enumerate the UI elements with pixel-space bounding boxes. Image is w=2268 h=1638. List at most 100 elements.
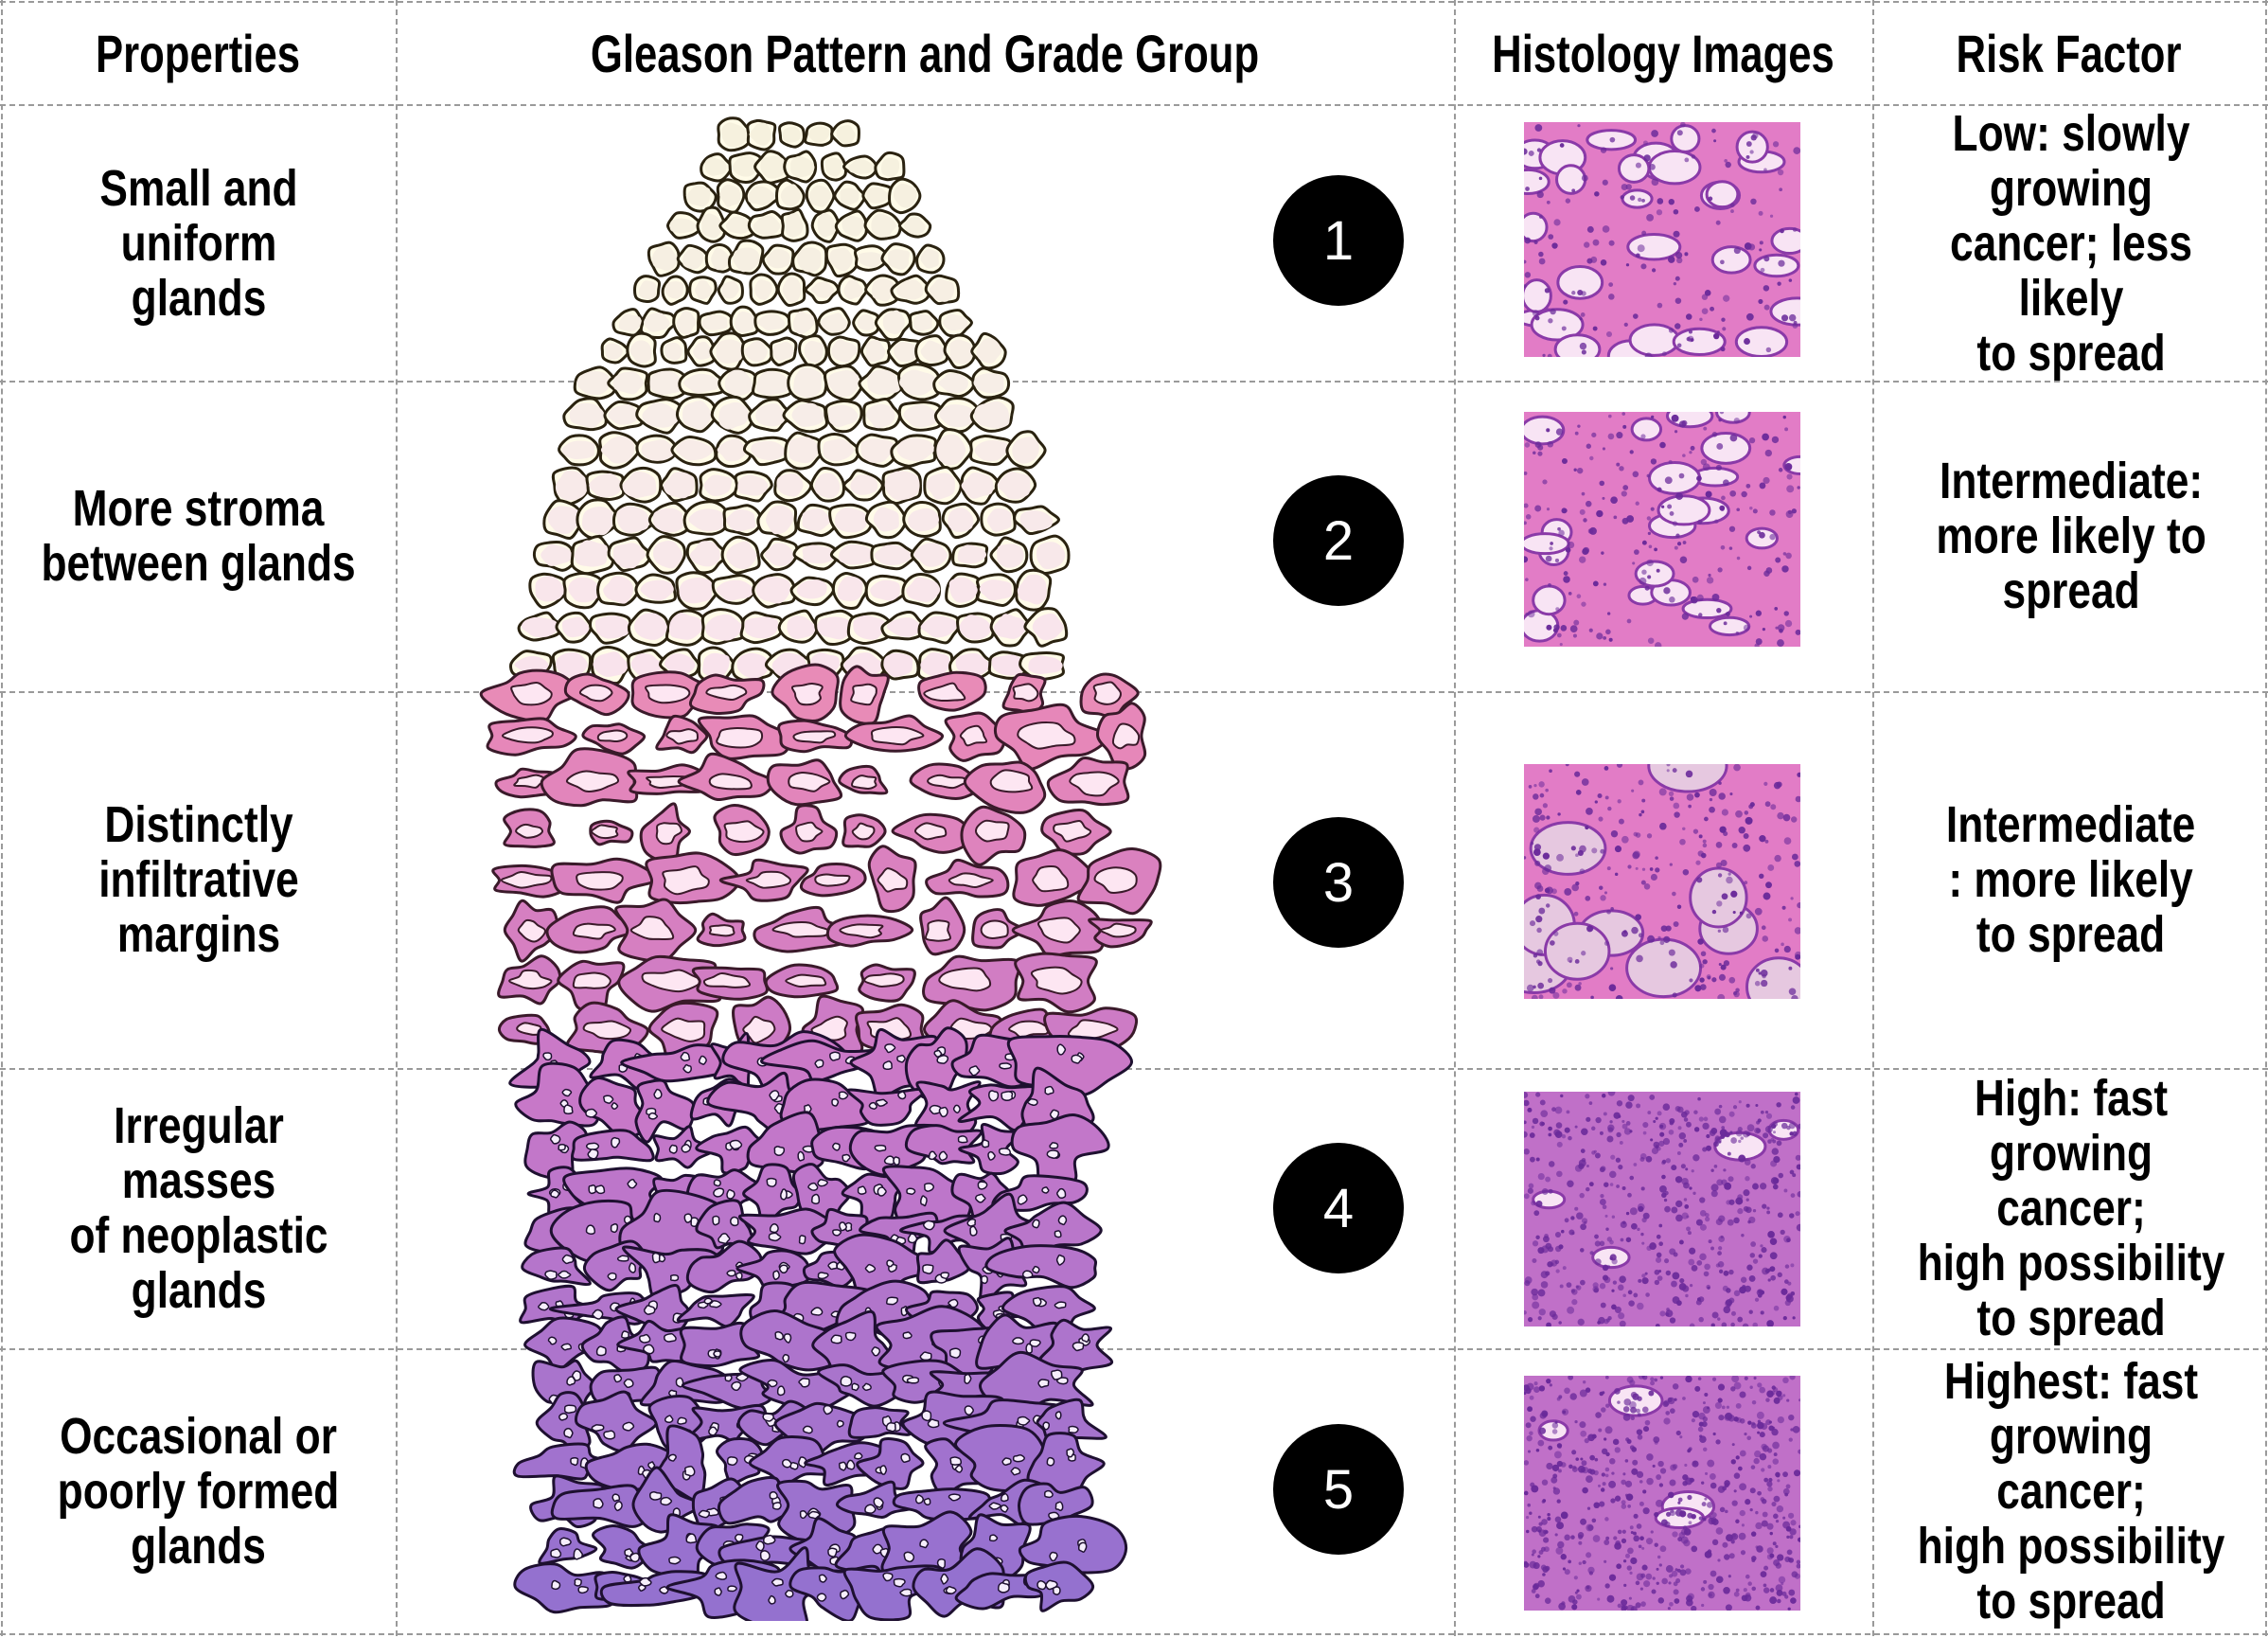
nucleus: [1622, 1406, 1630, 1413]
nucleus: [1774, 948, 1780, 953]
nucleus: [1775, 1562, 1781, 1569]
nucleus: [1656, 1252, 1662, 1258]
nucleus: [1628, 1300, 1635, 1307]
nucleus: [1650, 1377, 1655, 1381]
nucleus: [1639, 577, 1647, 585]
gland-lumen: [1648, 460, 1702, 495]
property-row5: Occasional or poorly formed glands: [4, 1348, 394, 1634]
nucleus: [1792, 1425, 1800, 1433]
nucleus: [1661, 351, 1667, 357]
nucleus: [1644, 585, 1650, 591]
gland-lumen: [867, 369, 901, 395]
nucleus: [1723, 1587, 1730, 1594]
nucleus: [1749, 1507, 1753, 1512]
nucleus: [1592, 326, 1598, 331]
nucleus: [1706, 974, 1711, 980]
micro-lumen: [724, 1374, 733, 1382]
nucleus: [1649, 164, 1656, 170]
nucleus: [1569, 1393, 1577, 1400]
nucleus: [1795, 795, 1800, 803]
nucleus: [1659, 1124, 1664, 1129]
nucleus: [1670, 961, 1677, 969]
gland-lumen: [633, 613, 667, 640]
nucleus: [1718, 1246, 1723, 1251]
nucleus: [1646, 516, 1652, 521]
micro-lumen: [628, 1262, 637, 1273]
nucleus: [1604, 1426, 1613, 1434]
nucleus: [1616, 1184, 1620, 1188]
nucleus: [1753, 1376, 1757, 1380]
gland-lumen: [574, 540, 608, 567]
micro-lumen: [653, 1088, 663, 1100]
nucleus: [1777, 1212, 1783, 1219]
nucleus: [1576, 1212, 1584, 1220]
nucleus: [1606, 1594, 1615, 1603]
nucleus: [1535, 1092, 1541, 1097]
nucleus: [1739, 1509, 1745, 1517]
nucleus: [1569, 625, 1578, 632]
nucleus: [1604, 1214, 1608, 1218]
nucleus: [1762, 628, 1765, 632]
nucleus: [1581, 174, 1588, 182]
nucleus: [1673, 230, 1680, 238]
nucleus: [1674, 430, 1678, 434]
nucleus: [1586, 1116, 1591, 1122]
micro-lumen: [832, 1142, 841, 1151]
nucleus: [1528, 785, 1533, 789]
micro-lumen: [574, 1577, 582, 1587]
gland-lumen: [804, 340, 824, 364]
gland-lumen: [702, 652, 730, 678]
nucleus: [1718, 1104, 1723, 1109]
gland-lumen: [840, 187, 859, 205]
nucleus: [1675, 533, 1680, 538]
nucleus: [1541, 1122, 1545, 1126]
nucleus: [1577, 1318, 1585, 1326]
nucleus: [1605, 1227, 1609, 1231]
risk-row5: Highest: fast growing cancer; high possi…: [1876, 1348, 2266, 1634]
nucleus: [1640, 1601, 1646, 1607]
nucleus: [1586, 1523, 1594, 1532]
nucleus: [1683, 1182, 1690, 1189]
gland-lumen: [726, 508, 756, 532]
nucleus: [1787, 1512, 1795, 1519]
nucleus: [1537, 1247, 1545, 1255]
nucleus: [1725, 612, 1730, 617]
nucleus: [1551, 1464, 1560, 1472]
micro-lumen: [559, 1537, 572, 1547]
nucleus: [1624, 1459, 1629, 1463]
nucleus: [1728, 1553, 1735, 1559]
nucleus: [1622, 1559, 1627, 1563]
micro-lumen: [823, 1404, 833, 1415]
gland-lumen: [708, 773, 753, 791]
nucleus: [1666, 1308, 1670, 1311]
nucleus: [1654, 1378, 1658, 1382]
nucleus: [1540, 1110, 1549, 1118]
nucleus: [1563, 576, 1570, 583]
nucleus: [1600, 1302, 1606, 1309]
nucleus: [1679, 838, 1686, 846]
gland-lumen: [860, 438, 895, 463]
risk-row2-text: Intermediate: more likely to spread: [1936, 453, 2206, 619]
nucleus: [1527, 1450, 1532, 1453]
nucleus: [1775, 557, 1781, 563]
gland-lumen: [596, 729, 629, 743]
nucleus: [1538, 215, 1543, 219]
gland-lumen: [848, 159, 876, 174]
micro-lumen: [685, 1533, 698, 1544]
nucleus: [1703, 1579, 1708, 1584]
micro-lumen: [1032, 1296, 1042, 1307]
nucleus: [1549, 546, 1553, 551]
nucleus: [1577, 124, 1581, 128]
micro-lumen: [593, 1498, 604, 1509]
gland-lumen: [676, 311, 697, 335]
gland-lumen: [980, 919, 1009, 939]
nucleus: [1633, 831, 1639, 837]
nucleus: [1646, 1245, 1652, 1252]
nucleus: [1730, 1533, 1739, 1540]
nucleus: [1567, 1180, 1574, 1187]
micro-lumen: [603, 1095, 614, 1104]
nucleus: [1629, 1380, 1636, 1386]
nucleus: [1796, 1223, 1800, 1232]
nucleus: [1751, 1399, 1757, 1405]
gland-lumen: [1617, 153, 1651, 184]
